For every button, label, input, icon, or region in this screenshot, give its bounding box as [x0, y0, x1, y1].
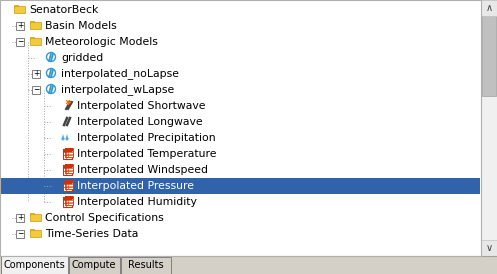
- Bar: [65, 148, 73, 151]
- Text: Interpolated Windspeed: Interpolated Windspeed: [77, 165, 208, 175]
- Bar: [30, 38, 41, 45]
- Bar: [65, 196, 73, 199]
- Circle shape: [62, 138, 65, 141]
- Bar: [0, 256, 497, 274]
- Bar: [63, 149, 72, 159]
- Text: Control Specifications: Control Specifications: [45, 213, 164, 223]
- Text: interpolated_noLapse: interpolated_noLapse: [61, 68, 179, 79]
- Bar: [14, 6, 25, 13]
- Text: Basin Models: Basin Models: [45, 21, 117, 31]
- Text: ∧: ∧: [486, 3, 493, 13]
- Text: +: +: [17, 213, 23, 222]
- Polygon shape: [66, 134, 69, 139]
- Text: Interpolated Pressure: Interpolated Pressure: [77, 181, 194, 191]
- Bar: [63, 149, 72, 152]
- Bar: [63, 197, 72, 207]
- Text: Interpolated Humidity: Interpolated Humidity: [77, 197, 197, 207]
- Bar: [1, 178, 480, 194]
- Bar: [65, 180, 73, 189]
- Bar: [16, 38, 24, 46]
- Bar: [30, 229, 34, 231]
- Bar: [63, 165, 72, 175]
- Polygon shape: [62, 134, 65, 139]
- Text: Interpolated Longwave: Interpolated Longwave: [77, 117, 203, 127]
- Bar: [30, 22, 41, 29]
- Text: Interpolated Shortwave: Interpolated Shortwave: [77, 101, 205, 111]
- Bar: [481, 240, 497, 256]
- Bar: [481, 0, 497, 256]
- Bar: [65, 196, 73, 205]
- Bar: [65, 164, 73, 173]
- Bar: [65, 164, 73, 167]
- Bar: [1, 256, 68, 274]
- Bar: [65, 180, 73, 183]
- Text: Interpolated Temperature: Interpolated Temperature: [77, 149, 217, 159]
- Text: +: +: [17, 21, 23, 30]
- Text: Meteorologic Models: Meteorologic Models: [45, 37, 158, 47]
- Bar: [63, 197, 72, 200]
- Bar: [63, 165, 72, 168]
- Text: gridded: gridded: [61, 53, 103, 63]
- Bar: [69, 257, 119, 274]
- Text: Time-Series Data: Time-Series Data: [45, 229, 138, 239]
- Bar: [30, 230, 41, 237]
- Bar: [482, 16, 496, 96]
- Bar: [481, 0, 497, 16]
- Bar: [65, 148, 73, 157]
- Bar: [16, 214, 24, 222]
- Text: SenatorBeck: SenatorBeck: [29, 5, 98, 15]
- Bar: [32, 70, 40, 78]
- Text: −: −: [17, 38, 23, 47]
- Text: Results: Results: [128, 260, 164, 270]
- Bar: [30, 21, 34, 23]
- Bar: [30, 213, 34, 215]
- Text: Compute: Compute: [72, 260, 116, 270]
- Text: −: −: [17, 230, 23, 238]
- Text: Components: Components: [3, 260, 66, 270]
- Text: +: +: [33, 70, 39, 78]
- Bar: [30, 37, 34, 39]
- Text: interpolated_wLapse: interpolated_wLapse: [61, 85, 174, 95]
- Text: Interpolated Precipitation: Interpolated Precipitation: [77, 133, 216, 143]
- Bar: [32, 86, 40, 94]
- Bar: [16, 230, 24, 238]
- Bar: [14, 5, 18, 7]
- Bar: [63, 181, 72, 184]
- Text: −: −: [33, 85, 39, 95]
- Bar: [30, 214, 41, 221]
- Circle shape: [66, 138, 69, 141]
- Text: ∨: ∨: [486, 243, 493, 253]
- Bar: [63, 181, 72, 191]
- Bar: [120, 257, 171, 274]
- Bar: [16, 22, 24, 30]
